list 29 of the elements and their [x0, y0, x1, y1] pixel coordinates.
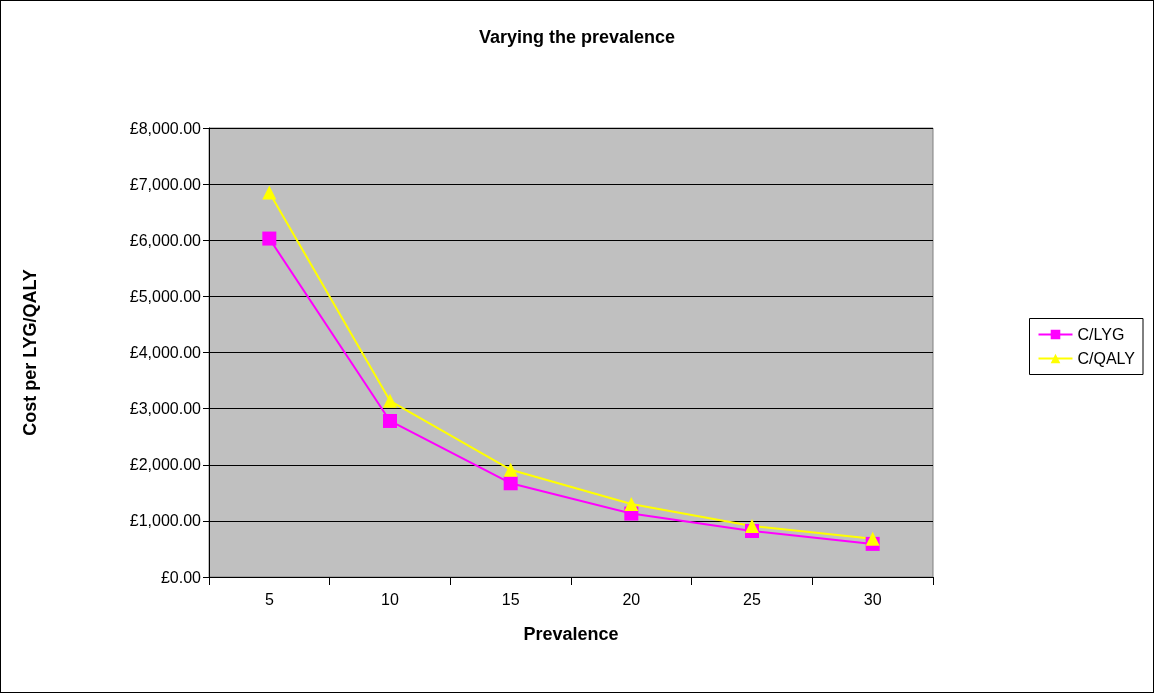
- y-tick-label: £0.00: [160, 568, 202, 586]
- point: [624, 497, 639, 512]
- y-tick-label: £1,000.00: [129, 512, 202, 530]
- legend-label: C/QALY: [1077, 350, 1136, 367]
- legend-label: C/LYG: [1077, 326, 1125, 343]
- y-tick-label: £8,000.00: [129, 119, 202, 137]
- y-tick-label: £3,000.00: [129, 400, 202, 418]
- x-tick-label: 10: [381, 590, 399, 608]
- y-tick-label: £7,000.00: [129, 175, 202, 193]
- y-tick-label: £6,000.00: [129, 231, 202, 249]
- x-tick-label: 20: [622, 590, 641, 608]
- point: [262, 231, 277, 246]
- point: [745, 518, 759, 533]
- point: [383, 393, 397, 408]
- y-axis-title: Cost per LYG/QALY: [20, 269, 40, 436]
- x-tick-label: 25: [743, 590, 761, 608]
- x-axis-title: Prevalence: [523, 624, 619, 644]
- point: [262, 185, 277, 200]
- y-tick-label: £5,000.00: [129, 287, 202, 305]
- y-tick-label: £2,000.00: [129, 456, 202, 474]
- x-tick-label: 15: [501, 590, 520, 608]
- y-tick-label: £4,000.00: [129, 344, 202, 361]
- x-tick-label: 30: [863, 590, 882, 608]
- chart-title: Varying the prevalence: [478, 27, 676, 47]
- point: [383, 413, 397, 428]
- point: [503, 476, 518, 491]
- point: [865, 531, 880, 546]
- x-tick-label: 5: [264, 590, 274, 608]
- point: [503, 462, 518, 477]
